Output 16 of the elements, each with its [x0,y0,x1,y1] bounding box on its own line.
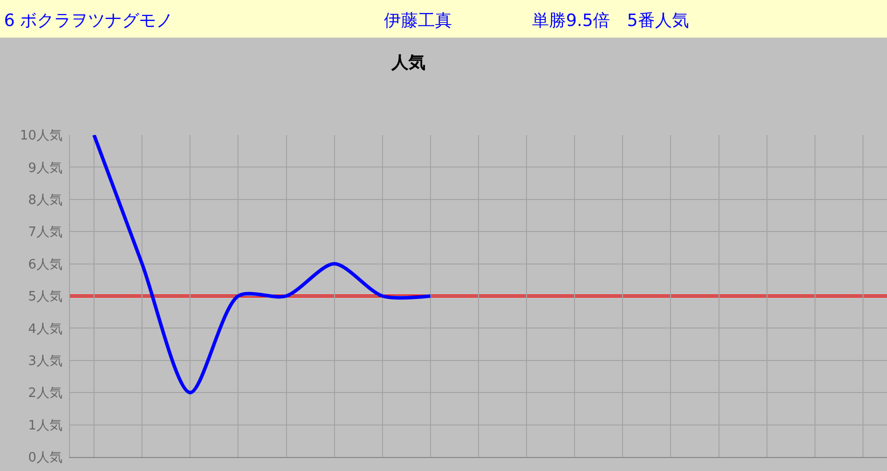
text: 伊藤工真 [384,11,452,31]
line-series [92,135,432,394]
y-tick-label: 1人気 [28,418,62,434]
y-tick-label: 10人気 [20,128,62,144]
y-tick-label: 4人気 [28,322,62,337]
text: 6 ボクラヲツナグモノ [4,11,174,31]
chart-title: 人気 [390,52,426,73]
y-tick-label: 5人気 [28,290,62,305]
y-tick-label: 9人気 [28,160,62,176]
y-tick-label: 0人気 [28,450,62,466]
y-tick-label: 2人気 [28,386,62,402]
y-tick-label: 6人気 [28,257,62,272]
text: 単勝9.5倍 5番人気 [532,11,689,31]
y-tick-label: 3人気 [28,354,62,369]
y-tick-label: 7人気 [28,225,62,240]
y-tick-label: 8人気 [28,192,62,208]
